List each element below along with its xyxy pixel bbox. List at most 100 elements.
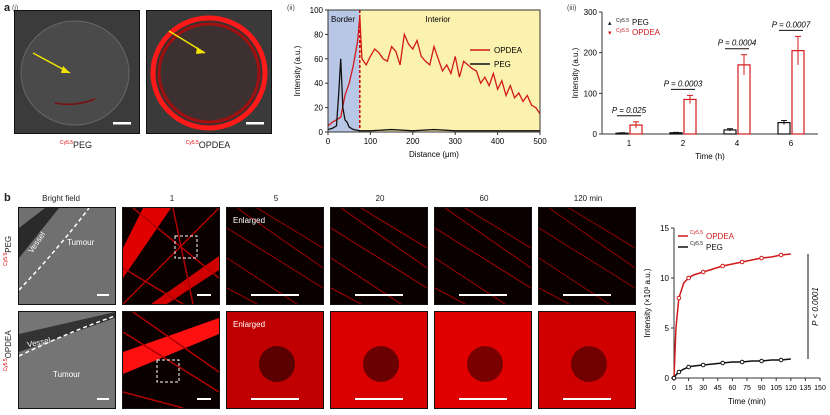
x-tick-label: 500 bbox=[533, 137, 547, 146]
data-point-peg bbox=[676, 369, 682, 375]
legend-sup-peg: Cy5.5 bbox=[690, 241, 703, 247]
series-line-opdea bbox=[673, 253, 791, 379]
row-label-peg-text: PEG bbox=[3, 235, 13, 253]
opdea-tumour-image bbox=[146, 10, 272, 134]
y-tick-label: 100 bbox=[310, 6, 324, 15]
row-label-opdea: Cy5.5OPDEA bbox=[3, 319, 13, 383]
row-label-peg-sup: Cy5.5 bbox=[3, 252, 10, 266]
x-tick-label: 60 bbox=[729, 385, 737, 392]
bar-opdea bbox=[737, 64, 751, 135]
pvalue-label: P = 0.0007 bbox=[772, 20, 811, 29]
opdea-caption-text: OPDEA bbox=[198, 140, 231, 150]
peg-tumour-image bbox=[14, 10, 140, 134]
x-tick-label: 100 bbox=[364, 137, 378, 146]
fluor-peg-20min-svg bbox=[331, 208, 427, 304]
data-point-peg bbox=[671, 375, 677, 381]
series-line-peg bbox=[673, 358, 791, 379]
x-axis-label: Time (h) bbox=[695, 152, 725, 161]
x-tick-label: 30 bbox=[699, 385, 707, 392]
col-title-20: 20 bbox=[375, 194, 385, 203]
x-tick-label: 2 bbox=[681, 139, 686, 148]
x-axis-label: Time (min) bbox=[728, 397, 766, 406]
plot-frame bbox=[327, 9, 541, 133]
fluor-opdea-1min-svg bbox=[123, 312, 219, 408]
enlarged-label-1: Enlarged bbox=[233, 216, 266, 225]
region-label-interior: Interior bbox=[426, 15, 451, 24]
fluor-peg-120min-svg bbox=[539, 208, 635, 304]
x-tick-label: 120 bbox=[785, 385, 797, 392]
y-tick-label: 300 bbox=[584, 8, 598, 17]
pvalue-label: P = 0.0004 bbox=[718, 39, 757, 48]
fluor-opdea-60min bbox=[434, 311, 532, 409]
opdea-caption-sup: Cy5.5 bbox=[185, 140, 199, 146]
fluor-peg-5min-svg bbox=[227, 208, 323, 304]
series-line-peg bbox=[327, 58, 540, 132]
data-point-opdea bbox=[759, 255, 764, 261]
x-tick-label: 0 bbox=[672, 385, 676, 392]
peg-caption-text: PEG bbox=[73, 140, 93, 150]
y-tick-label: 40 bbox=[314, 79, 323, 88]
tumour-label-1: Tumour bbox=[67, 238, 95, 247]
row-label-opdea-text: OPDEA bbox=[3, 330, 13, 359]
opdea-tumour-svg bbox=[150, 15, 268, 131]
bright-field-opdea-svg bbox=[19, 312, 115, 408]
x-tick-label: 150 bbox=[814, 385, 826, 392]
data-point-opdea bbox=[686, 275, 691, 281]
fluor-opdea-20min bbox=[330, 311, 428, 409]
tumour-label-2: Tumour bbox=[53, 370, 81, 379]
data-point-peg bbox=[700, 362, 706, 368]
legend-label-opdea: OPDEA bbox=[706, 232, 735, 241]
x-tick-label: 135 bbox=[800, 385, 812, 392]
legend-label-peg: PEG bbox=[706, 243, 723, 252]
y-axis-label: Intensity (a.u.) bbox=[571, 47, 580, 98]
fluor-opdea-120min-svg bbox=[563, 346, 611, 400]
data-point-opdea bbox=[700, 269, 706, 275]
data-point-peg bbox=[778, 357, 784, 363]
fluor-peg-1min bbox=[122, 207, 220, 305]
bright-field-peg: Vessel Tumour bbox=[18, 207, 116, 305]
y-tick-label: 10 bbox=[660, 274, 669, 283]
fluor-opdea-1min bbox=[122, 311, 220, 409]
data-point-peg bbox=[759, 358, 764, 364]
x-tick-label: 45 bbox=[714, 385, 722, 392]
panel-a-letter: a bbox=[4, 2, 11, 14]
fluor-peg-20min bbox=[330, 207, 428, 305]
data-point-opdea bbox=[778, 252, 784, 258]
col-title-bright-field: Bright field bbox=[42, 194, 80, 203]
legend-sup-opdea: Cy5.5 bbox=[690, 230, 703, 236]
y-tick-label: 100 bbox=[584, 89, 598, 98]
data-point-opdea bbox=[720, 263, 725, 269]
peg-caption-sup: Cy5.5 bbox=[59, 140, 74, 146]
y-tick-label: 0 bbox=[319, 128, 324, 137]
x-tick-label: 200 bbox=[406, 137, 420, 146]
legend-label-opdea: OPDEA bbox=[494, 46, 523, 55]
fluor-opdea-5min: Enlarged bbox=[226, 311, 324, 409]
fluor-peg-120min bbox=[538, 207, 636, 305]
fluor-peg-5min: Enlarged bbox=[226, 207, 324, 305]
legend-label-opdea: OPDEA bbox=[632, 28, 661, 37]
panel-a-sub-iii: (iii) bbox=[567, 5, 577, 12]
bright-field-opdea: Vessel Tumour bbox=[18, 311, 116, 409]
y-tick-label: 15 bbox=[660, 224, 669, 233]
series-line-opdea bbox=[327, 16, 541, 127]
pvalue-label: P = 0.025 bbox=[612, 106, 647, 115]
y-tick-label: 5 bbox=[665, 324, 670, 333]
x-axis-label: Distance (μm) bbox=[409, 150, 459, 159]
x-tick-label: 15 bbox=[685, 385, 693, 392]
data-point-peg bbox=[739, 359, 745, 365]
peg-tumour-svg bbox=[20, 20, 131, 126]
panel-a-sub-i: (i) bbox=[12, 5, 19, 12]
data-point-opdea bbox=[676, 295, 682, 301]
y-tick-label: 80 bbox=[314, 30, 323, 39]
legend-label-peg: PEG bbox=[494, 60, 511, 69]
intensity-bar-chart: 0 100 200 300 P = 0.025 1 P = 0.0003 2 P = 0.000… bbox=[571, 8, 818, 161]
legend-sup-peg: Cy5.5 bbox=[616, 18, 629, 24]
col-title-60: 60 bbox=[479, 194, 489, 203]
y-tick-label: 0 bbox=[665, 374, 670, 383]
x-tick-label: 4 bbox=[735, 139, 740, 148]
fluor-opdea-5min-svg bbox=[251, 346, 299, 400]
x-tick-label: 75 bbox=[743, 385, 751, 392]
y-tick-label: 20 bbox=[314, 104, 323, 113]
row-label-peg: Cy5.5PEG bbox=[3, 219, 13, 283]
